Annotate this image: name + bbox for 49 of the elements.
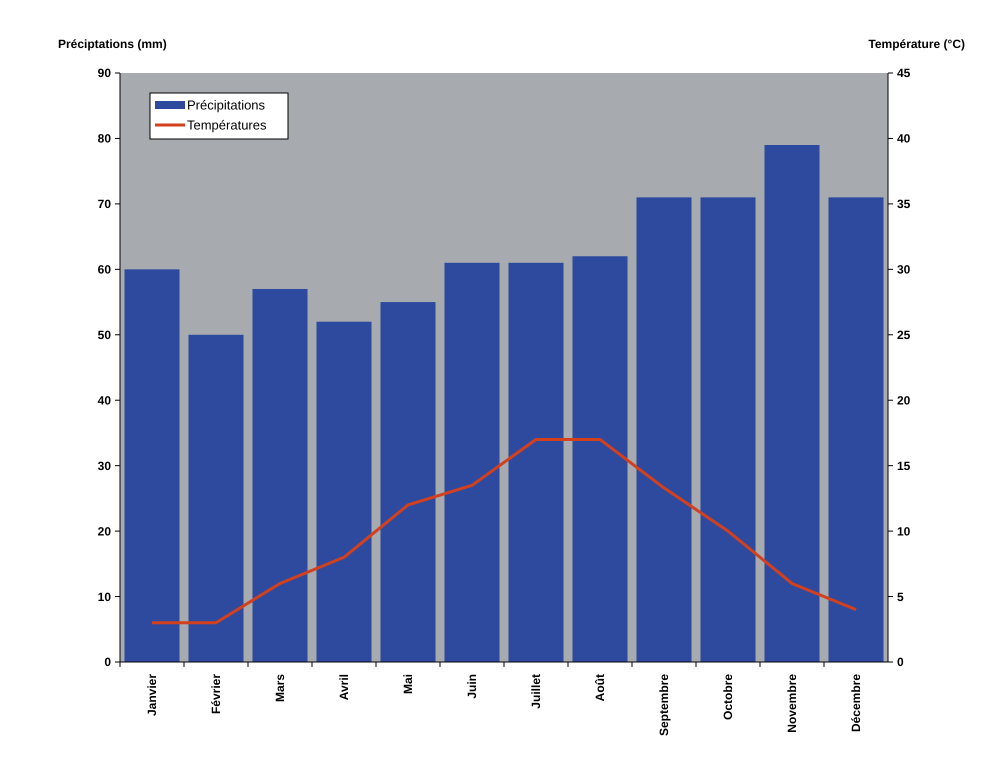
bar bbox=[316, 322, 372, 662]
y-tick-label: 80 bbox=[98, 132, 112, 146]
bar bbox=[508, 262, 564, 662]
y2-axis-title: Température (°C) bbox=[868, 37, 965, 51]
x-tick-label: Janvier bbox=[145, 674, 159, 716]
y2-tick-label: 45 bbox=[897, 66, 911, 80]
y-tick-label: 0 bbox=[104, 655, 112, 670]
y-tick-label: 20 bbox=[98, 524, 112, 538]
bar bbox=[124, 269, 180, 662]
y2-tick-label: 10 bbox=[897, 524, 911, 538]
bar bbox=[444, 262, 500, 662]
bar bbox=[636, 197, 692, 662]
x-tick-label: Octobre bbox=[721, 674, 735, 720]
y2-tick-label: 25 bbox=[897, 328, 911, 342]
bar bbox=[700, 197, 756, 662]
y2-tick-label: 40 bbox=[897, 132, 911, 146]
x-tick-label: Août bbox=[593, 674, 607, 702]
x-tick-label: Septembre bbox=[657, 674, 671, 736]
bar bbox=[188, 334, 244, 662]
bar bbox=[572, 256, 628, 662]
bar bbox=[764, 144, 820, 662]
line-series bbox=[150, 438, 858, 624]
legend-label: Précipitations bbox=[187, 98, 266, 113]
y-tick-label: 50 bbox=[98, 328, 112, 342]
y2-tick-label: 35 bbox=[897, 197, 911, 212]
x-tick-label: Juin bbox=[465, 674, 479, 699]
bar bbox=[252, 288, 308, 662]
bar bbox=[828, 197, 884, 662]
y2-tick-label: 0 bbox=[897, 655, 904, 670]
x-tick-label: Février bbox=[209, 674, 223, 714]
legend-label: Températures bbox=[187, 118, 267, 133]
y-tick-label: 70 bbox=[98, 197, 112, 212]
x-tick-label: Mai bbox=[401, 674, 415, 694]
y2-tick-label: 15 bbox=[897, 458, 911, 473]
y-tick-label: 10 bbox=[98, 590, 112, 604]
y2-tick-label: 20 bbox=[897, 393, 911, 408]
y-tick-label: 90 bbox=[98, 66, 112, 80]
x-tick-label: Novembre bbox=[785, 674, 799, 733]
x-tick-label: Juillet bbox=[529, 674, 543, 709]
y-axis-title: Préciptations (mm) bbox=[58, 37, 167, 51]
y2-tick-label: 5 bbox=[897, 590, 904, 604]
y-tick-label: 30 bbox=[98, 458, 112, 473]
bar bbox=[380, 302, 436, 662]
x-tick-label: Décembre bbox=[849, 674, 863, 732]
y2-tick-label: 30 bbox=[897, 262, 911, 277]
x-tick-label: Avril bbox=[337, 674, 351, 700]
y-tick-label: 60 bbox=[98, 262, 112, 277]
y-tick-label: 40 bbox=[98, 393, 112, 408]
x-tick-label: Mars bbox=[273, 674, 287, 702]
